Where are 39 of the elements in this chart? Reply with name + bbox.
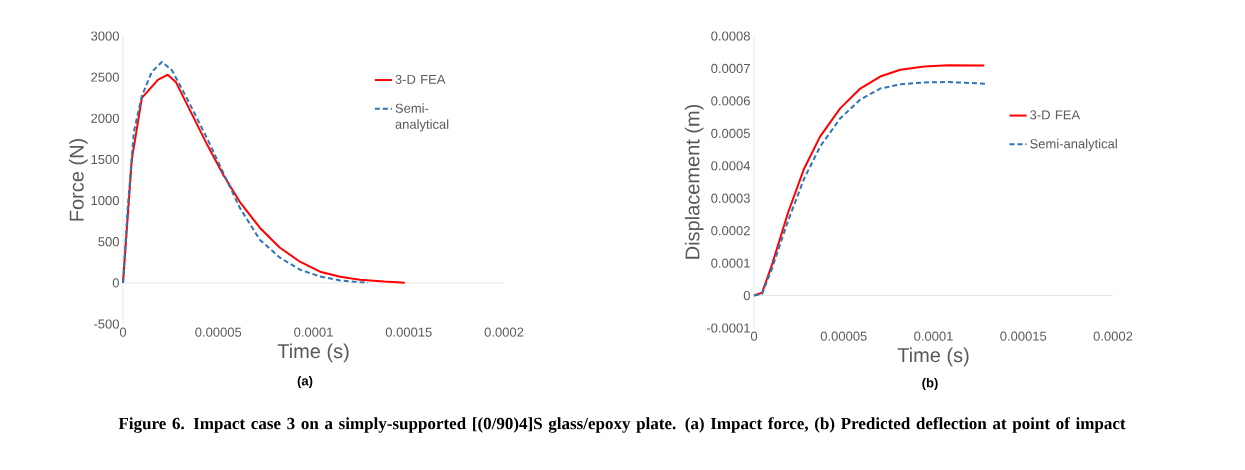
y-tick-label: 0.0007 [711,63,750,74]
x-tick-label: 0.00015 [385,327,432,337]
y-tick-label: 2000 [91,113,119,123]
x-tick-label: 0 [750,331,758,341]
x-axis-title: Time (s) [277,343,349,363]
y-tick-label: 0.0004 [711,161,751,171]
y-tick-label: 1000 [91,195,119,206]
x-tick-label: 0.00005 [820,331,867,341]
x-tick-label: 0.0001 [294,327,333,337]
y-tick-label: 500 [98,237,119,247]
legend-label: 3-D FEA [1030,110,1081,120]
y-tick-label: 0.0001 [711,258,750,268]
y-tick-label: 0.0005 [711,128,750,138]
y-tick-label: 0.0003 [711,193,750,203]
text: (a) [297,375,313,389]
y-tick-label: 0 [112,278,119,288]
y-tick-label: 0.0006 [711,96,750,106]
legend-label: 3-D FEA [395,74,446,84]
y-tick-label: 0.0008 [711,31,750,41]
legend-label: Semi-analytical [1030,138,1117,151]
y-tick-label: -500 [94,319,119,329]
x-tick-label: 0.0002 [484,327,524,337]
x-tick-label: 0.00015 [1000,331,1047,341]
y-axis-title: Force (N) [69,139,88,221]
caption: Figure 6. Impact case 3 on a simply-supported [(0/90)4]S glass/epoxy plate. (a) Impact force, (b) Predicted deflection at point of impact [118,417,1126,433]
y-tick-label: 0 [743,290,750,301]
y-tick-label: 3000 [91,31,119,41]
x-tick-label: 0 [119,327,127,337]
x-tick-label: 0.0002 [1093,331,1133,341]
x-tick-label: 0.00005 [195,327,242,337]
y-axis-title: Displacement (m) [684,104,704,259]
y-tick-label: 0.0002 [711,226,750,236]
y-tick-label: 2500 [91,72,119,82]
x-tick-label: 0.0001 [914,331,953,341]
y-tick-label: -0.0001 [706,323,750,333]
y-tick-label: 1500 [91,154,119,165]
x-axis-title: Time (s) [897,347,969,367]
text: (b) [922,377,938,391]
legend-label: Semi-analytical [395,103,449,132]
